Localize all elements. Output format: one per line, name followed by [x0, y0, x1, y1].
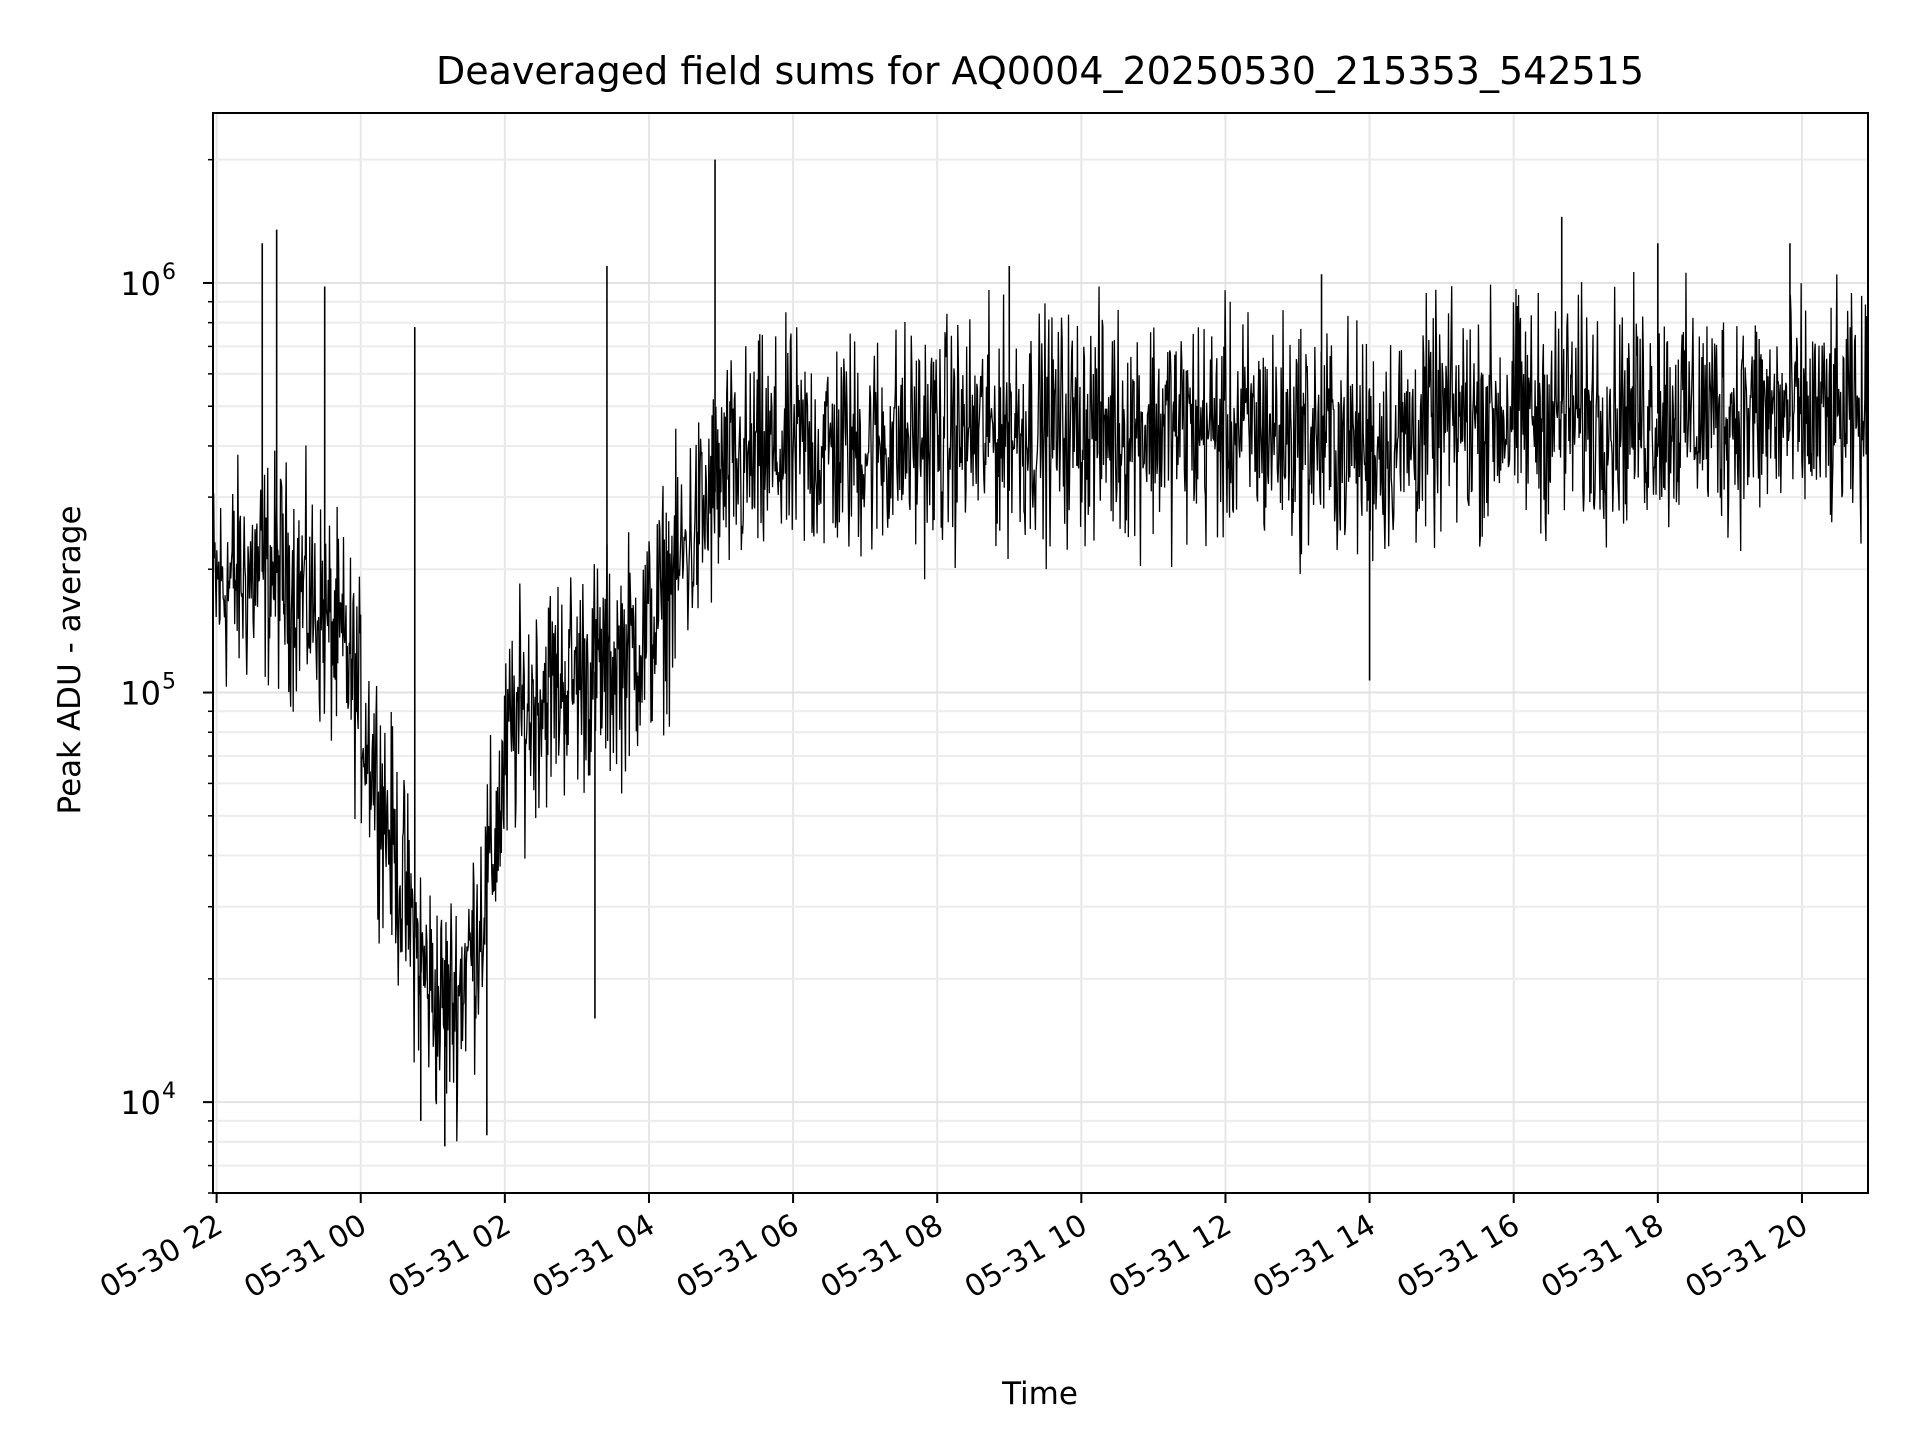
y-tick-exponent: 6	[162, 260, 176, 285]
series-line	[212, 271, 1869, 1142]
y-tick-label: 10	[120, 1084, 161, 1122]
grid	[213, 113, 1868, 1194]
y-tick-label: 10	[120, 675, 161, 713]
series-layer	[212, 159, 1869, 1147]
y-axis-label: Peak ADU - average	[52, 505, 88, 814]
chart-title: Deaveraged field sums for AQ0004_2025053…	[436, 49, 1644, 93]
plot-frame	[212, 112, 1869, 1194]
y-tick-exponent: 4	[162, 1079, 176, 1104]
x-axis-label: Time	[1001, 1376, 1078, 1412]
y-tick-label: 10	[120, 265, 161, 303]
y-tick-exponent: 5	[162, 670, 176, 695]
